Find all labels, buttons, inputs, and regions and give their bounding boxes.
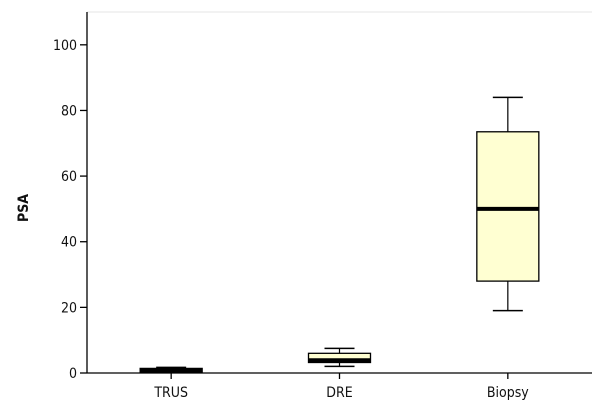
y-tick-label: 60 bbox=[61, 169, 77, 185]
x-axis-ticks: TRUS DRE Biopsy bbox=[153, 373, 529, 401]
box-biopsy bbox=[476, 96, 540, 312]
y-tick-label: 0 bbox=[69, 366, 77, 382]
y-tick-label: 80 bbox=[61, 103, 77, 119]
x-category-label: Biopsy bbox=[487, 385, 529, 401]
y-axis-ticks: 0 20 40 60 80 100 bbox=[53, 38, 87, 382]
box-trus bbox=[139, 366, 203, 373]
iqr-box bbox=[307, 352, 372, 364]
x-category-label: DRE bbox=[326, 385, 352, 401]
x-category-label: TRUS bbox=[153, 385, 188, 401]
box-series bbox=[139, 96, 540, 373]
y-tick-label: 100 bbox=[53, 38, 77, 54]
y-tick-label: 20 bbox=[61, 300, 77, 316]
y-tick-label: 40 bbox=[61, 235, 77, 251]
iqr-box bbox=[476, 131, 540, 282]
y-axis-title: PSA bbox=[16, 194, 32, 222]
box-dre bbox=[307, 347, 372, 368]
